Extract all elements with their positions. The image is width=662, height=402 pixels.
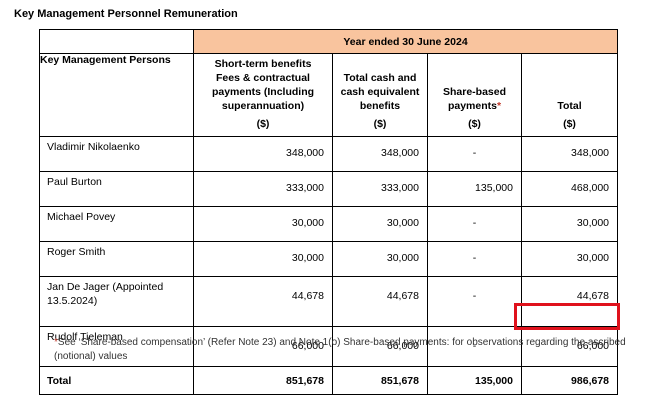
total-row: Total 851,678 851,678 135,000 986,678 xyxy=(39,366,619,395)
short-term-header: Short-term benefits Fees & contractual p… xyxy=(193,53,333,137)
total-cash-value: 66,000 xyxy=(332,326,428,367)
short-term-value: 30,000 xyxy=(193,206,333,242)
table-row: Roger Smith 30,000 30,000 - 30,000 xyxy=(39,241,619,277)
total-value: 468,000 xyxy=(520,171,619,207)
table-row: Michael Povey 30,000 30,000 - 30,000 xyxy=(39,206,619,242)
total-cash-value: 30,000 xyxy=(332,241,428,277)
total-share-based: 135,000 xyxy=(427,366,522,395)
share-based-value: 135,000 xyxy=(427,171,522,207)
total-cash-value: 30,000 xyxy=(332,206,428,242)
short-term-value: 348,000 xyxy=(193,136,333,172)
total-value: 44,678 xyxy=(520,276,619,327)
total-header: Total ($) xyxy=(520,53,619,137)
person-name: Michael Povey xyxy=(39,206,194,242)
persons-header: Key Management Persons xyxy=(39,53,194,137)
table-row: Vladimir Nikolaenko 348,000 348,000 - 34… xyxy=(39,136,619,172)
share-based-value: - xyxy=(427,276,522,327)
footnote: *See ‘Share-based compensation’ (Refer N… xyxy=(54,336,634,364)
short-term-value: 333,000 xyxy=(193,171,333,207)
total-cash: 851,678 xyxy=(332,366,428,395)
total-value: 30,000 xyxy=(520,241,619,277)
total-cash-value: 44,678 xyxy=(332,276,428,327)
share-based-value: - xyxy=(427,206,522,242)
short-term-value: 44,678 xyxy=(193,276,333,327)
share-based-value: - xyxy=(427,241,522,277)
header-row: Key Management Persons Short-term benefi… xyxy=(39,53,619,137)
section-title: Key Management Personnel Remuneration xyxy=(14,8,238,20)
person-name: Rudolf Tieleman xyxy=(39,326,194,367)
total-value: 66,000 xyxy=(520,326,619,367)
grand-total: 986,678 xyxy=(520,366,619,395)
total-value: 348,000 xyxy=(520,136,619,172)
total-cash-header: Total cash and cash equivalent benefits … xyxy=(332,53,428,137)
remuneration-table: Year ended 30 June 2024 Key Management P… xyxy=(39,29,619,395)
asterisk-marker: * xyxy=(496,100,502,112)
share-based-value: - xyxy=(427,136,522,172)
total-value: 30,000 xyxy=(520,206,619,242)
table-row: Paul Burton 333,000 333,000 135,000 468,… xyxy=(39,171,619,207)
grand-total-highlight-box xyxy=(514,303,620,330)
share-based-header: Share-based payments* ($) xyxy=(427,53,522,137)
total-label: Total xyxy=(39,366,194,395)
footnote-asterisk: * xyxy=(54,337,58,348)
short-term-value: 30,000 xyxy=(193,241,333,277)
table-row: Jan De Jager (Appointed 13.5.2024) 44,67… xyxy=(39,276,619,327)
share-based-value: - xyxy=(427,326,522,367)
total-cash-value: 348,000 xyxy=(332,136,428,172)
footnote-text: See ‘Share-based compensation’ (Refer No… xyxy=(54,337,626,362)
period-header: Year ended 30 June 2024 xyxy=(192,29,619,54)
total-short-term: 851,678 xyxy=(193,366,333,395)
person-name: Jan De Jager (Appointed 13.5.2024) xyxy=(39,276,194,327)
person-name: Paul Burton xyxy=(39,171,194,207)
total-cash-value: 333,000 xyxy=(332,171,428,207)
person-name: Roger Smith xyxy=(39,241,194,277)
person-name: Vladimir Nikolaenko xyxy=(39,136,194,172)
